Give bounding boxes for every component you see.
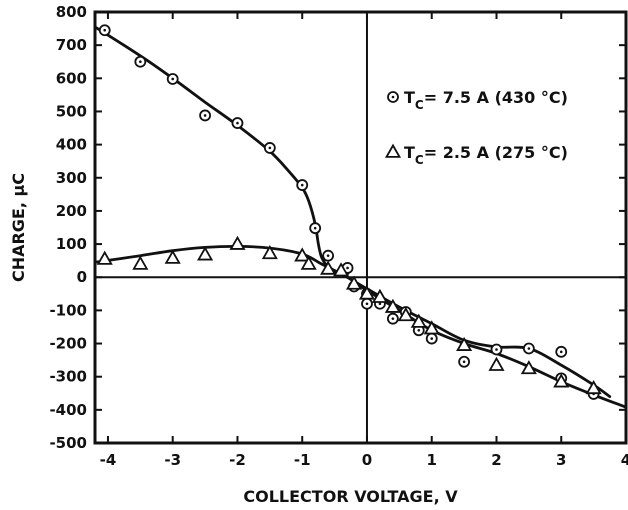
legend: TC= 7.5 A (430 °C) TC= 2.5 A (275 °C) <box>384 88 568 167</box>
x-tick-label: -4 <box>100 451 117 469</box>
data-points <box>96 24 602 400</box>
data-point-series-1 <box>199 109 211 122</box>
data-point-series-2 <box>333 262 350 277</box>
data-point-series-2 <box>96 250 113 265</box>
x-tick-label: -3 <box>164 451 181 469</box>
data-point-series-1 <box>263 142 276 154</box>
y-tick-label: 500 <box>56 102 87 120</box>
data-point-series-2 <box>300 255 317 270</box>
data-point-series-2 <box>410 313 427 328</box>
y-tick-label: 600 <box>56 69 87 87</box>
data-point-series-2 <box>520 360 537 375</box>
data-point-series-1 <box>296 179 309 191</box>
legend-label-series-2: TC= 2.5 A (275 °C) <box>404 143 568 167</box>
data-point-series-1 <box>322 249 335 262</box>
legend-marker-series-1 <box>387 91 399 103</box>
plot-area <box>93 10 628 445</box>
data-point-series-1 <box>490 343 503 356</box>
data-point-series-2 <box>197 246 214 261</box>
data-point-series-1 <box>361 297 373 310</box>
x-tick-label: 0 <box>362 451 372 469</box>
x-tick-label: 2 <box>491 451 501 469</box>
data-point-series-2 <box>261 245 278 260</box>
y-tick-label: -300 <box>49 368 87 386</box>
y-tick-label: -200 <box>49 335 87 353</box>
y-tick-label: 400 <box>56 136 87 154</box>
x-tick-label: 1 <box>427 451 437 469</box>
tick-marks <box>95 11 627 444</box>
data-point-series-2 <box>585 379 602 395</box>
y-tick-label: 800 <box>56 3 87 21</box>
data-point-series-2 <box>294 247 311 262</box>
data-point-series-1 <box>522 342 535 355</box>
y-axis-title: CHARGE, μC <box>9 173 28 282</box>
data-point-series-2 <box>488 356 505 371</box>
data-point-series-1 <box>231 117 244 129</box>
data-point-series-2 <box>371 288 388 303</box>
x-tick-label: 4 <box>621 451 628 469</box>
y-tick-label: 100 <box>56 235 87 253</box>
data-point-series-1 <box>166 73 179 85</box>
data-point-series-2 <box>358 285 376 300</box>
data-point-series-2 <box>320 260 337 275</box>
x-tick-label: -2 <box>229 451 246 469</box>
tick-labels: -500 -400 -300 -200 -100 0 100 200 300 400 500 600 7… <box>49 3 628 469</box>
data-point-series-1 <box>425 332 438 345</box>
data-point-series-2 <box>345 275 363 290</box>
y-tick-label: 0 <box>77 268 87 286</box>
data-point-series-1 <box>98 24 111 37</box>
legend-label-series-1: TC= 7.5 A (430 °C) <box>404 88 568 112</box>
legend-marker-series-2 <box>384 143 402 158</box>
x-axis-title: COLLECTOR VOLTAGE, V <box>243 487 458 506</box>
y-tick-label: -400 <box>49 401 87 419</box>
data-point-series-2 <box>229 235 246 250</box>
data-point-series-2 <box>164 249 181 264</box>
x-tick-label: -1 <box>294 451 311 469</box>
data-point-series-2 <box>456 336 473 351</box>
data-point-series-2 <box>423 320 440 335</box>
data-point-series-1 <box>555 345 568 358</box>
data-point-series-1 <box>309 222 322 235</box>
plot-frame <box>93 10 628 445</box>
x-tick-label: 3 <box>556 451 566 469</box>
y-tick-label: -500 <box>49 434 87 452</box>
data-point-series-1 <box>134 55 147 68</box>
y-tick-label: 300 <box>56 169 87 187</box>
data-point-series-2 <box>397 307 414 322</box>
data-point-series-2 <box>384 298 401 313</box>
y-tick-label: 200 <box>56 202 87 220</box>
data-point-series-2 <box>553 373 570 388</box>
data-point-series-2 <box>132 255 149 270</box>
y-tick-label: -100 <box>49 301 87 319</box>
data-point-series-1 <box>386 312 399 325</box>
data-point-series-1 <box>458 355 471 368</box>
y-tick-label: 700 <box>56 36 87 54</box>
